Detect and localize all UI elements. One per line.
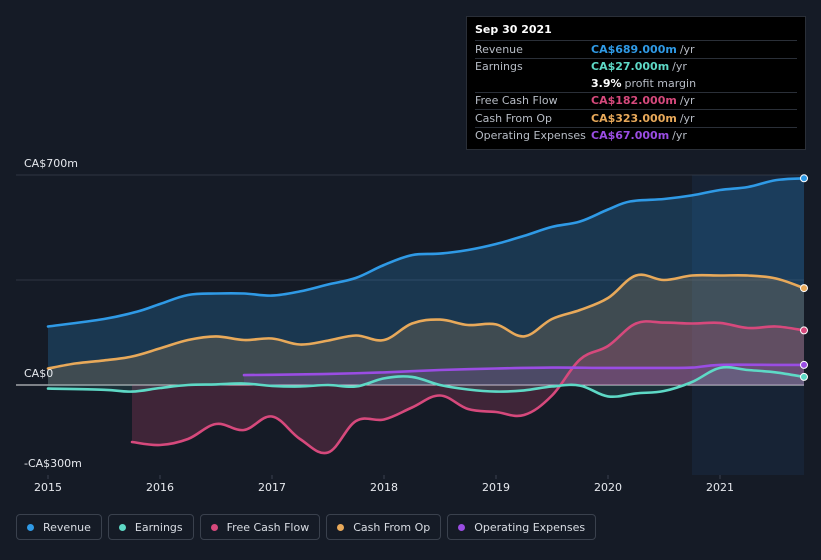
legend-item-free-cash-flow[interactable]: Free Cash Flow	[199, 514, 321, 540]
free-cash-flow-area	[132, 321, 804, 454]
tooltip-unit: /yr	[679, 42, 695, 56]
x-tick-label: 2019	[482, 481, 510, 494]
legend: Revenue Earnings Free Cash Flow Cash Fro…	[16, 514, 597, 542]
tooltip-date: Sep 30 2021	[475, 23, 552, 36]
y-tick-label: -CA$300m	[24, 457, 82, 470]
tooltip-value: 3.9%	[591, 76, 622, 90]
legend-dot-icon	[118, 523, 126, 531]
revenue-line	[46, 177, 806, 328]
tooltip-label: Operating Expenses	[475, 129, 586, 143]
forecast-band	[692, 175, 804, 475]
legend-dot-icon	[27, 523, 34, 531]
tooltip-value: CA$323.000m	[591, 111, 677, 125]
tooltip-value: CA$67.000m	[591, 129, 670, 143]
tooltip-unit: /yr	[672, 129, 687, 143]
earnings-line	[46, 365, 806, 399]
tooltip-row-earnings: Earnings CA$27.000m /yr	[475, 57, 797, 76]
operating-expenses-area	[244, 364, 804, 385]
operating-expenses-line	[242, 363, 806, 377]
revenue-endpoint	[800, 174, 808, 183]
legend-dot-icon	[458, 523, 466, 531]
legend-item-cash-from-op[interactable]: Cash From Op	[326, 514, 442, 540]
x-tick-label: 2016	[146, 481, 174, 494]
revenue-area	[48, 178, 804, 385]
tooltip-label: Free Cash Flow	[475, 94, 558, 108]
legend-dot-icon	[210, 523, 218, 531]
tooltip-label: Revenue	[475, 42, 523, 56]
tooltip-value: CA$182.000m	[591, 94, 677, 108]
legend-label: Cash From Op	[353, 520, 431, 534]
tooltip-label: Earnings	[475, 60, 523, 74]
tooltip-unit: profit margin	[624, 76, 697, 90]
tooltip-row-fcf: Free Cash Flow CA$182.000m /yr	[475, 91, 797, 110]
legend-label: Operating Expenses	[474, 520, 586, 534]
legend-label: Revenue	[43, 520, 91, 534]
tooltip-label: Cash From Op	[475, 111, 553, 125]
legend-dot-icon	[337, 523, 345, 531]
tooltip-row-margin: 3.9% profit margin	[475, 75, 797, 92]
y-axis: CA$700m CA$0 -CA$300m	[24, 157, 82, 470]
legend-item-operating-expenses[interactable]: Operating Expenses	[447, 514, 597, 540]
earnings-endpoint	[800, 372, 808, 381]
series-areas	[48, 178, 804, 454]
y-tick-label: CA$700m	[24, 157, 78, 170]
tooltip-row-cfo: Cash From Op CA$323.000m /yr	[475, 109, 797, 127]
free-cash-flow-line	[130, 320, 806, 455]
tooltip-unit: /yr	[672, 60, 687, 74]
tooltip-unit: /yr	[679, 94, 695, 108]
x-tick-label: 2015	[34, 481, 62, 494]
tooltip: Sep 30 2021 Revenue CA$689.000m /yr Earn…	[466, 16, 806, 150]
free-cash-flow-endpoint	[800, 326, 808, 335]
x-tick-label: 2018	[370, 481, 398, 494]
tooltip-value: CA$689.000m	[591, 42, 677, 56]
series-lines	[46, 177, 806, 455]
x-tick-label: 2020	[594, 481, 622, 494]
tooltip-value: CA$27.000m	[591, 60, 670, 74]
x-tick-label: 2021	[706, 481, 734, 494]
legend-item-revenue[interactable]: Revenue	[16, 514, 102, 540]
cash-from-op-endpoint	[800, 284, 808, 293]
tooltip-row-revenue: Revenue CA$689.000m /yr	[475, 40, 797, 58]
cash-from-op-line	[46, 273, 806, 370]
series-endpoints	[800, 174, 808, 381]
legend-item-earnings[interactable]: Earnings	[107, 514, 194, 540]
legend-label: Earnings	[134, 520, 183, 534]
y-tick-label: CA$0	[24, 367, 53, 380]
earnings-area	[48, 367, 804, 397]
cash-from-op-area	[48, 274, 804, 385]
tooltip-unit: /yr	[679, 111, 695, 125]
operating-expenses-endpoint	[800, 360, 808, 369]
tooltip-row-opex: Operating Expenses CA$67.000m /yr	[475, 126, 797, 145]
legend-label: Free Cash Flow	[226, 520, 310, 534]
x-axis: 2015 2016 2017 2018 2019 2020 2021	[34, 475, 734, 494]
x-tick-label: 2017	[258, 481, 286, 494]
